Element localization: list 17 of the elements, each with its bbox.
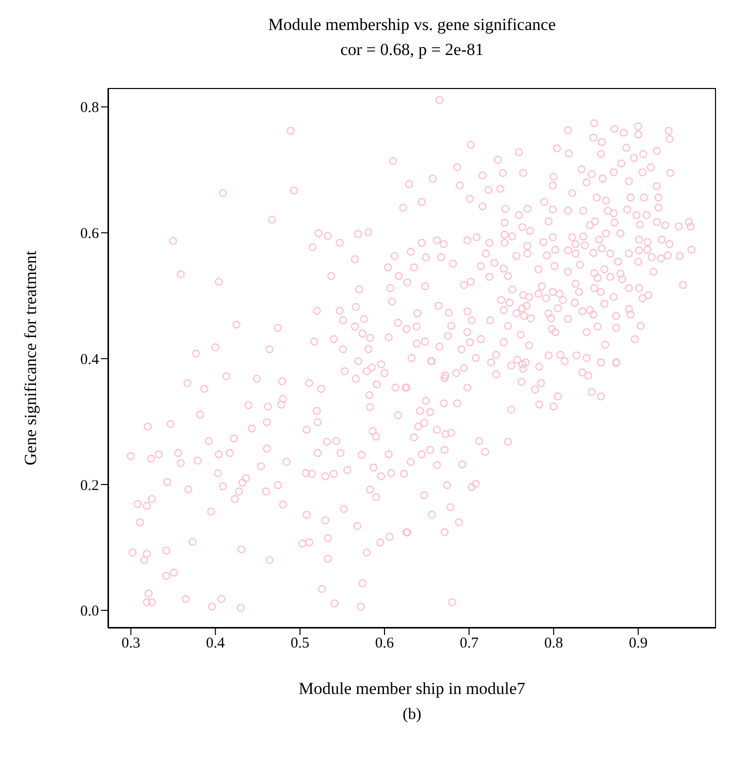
x-tick-label: 0.3 xyxy=(121,636,140,652)
text: (b) xyxy=(402,706,422,724)
x-axis-title: Module member ship in module7 xyxy=(298,679,526,698)
x-tick-label: 0.7 xyxy=(460,636,479,652)
y-tick-label: 0.8 xyxy=(80,100,99,116)
x-tick-label: 0.5 xyxy=(290,636,310,652)
y-axis-title: Gene significance for treatment xyxy=(21,250,40,466)
y-tick-label: 0.0 xyxy=(80,604,99,620)
y-tick-label: 0.4 xyxy=(80,352,100,368)
y-tick-label: 0.6 xyxy=(80,226,100,242)
x-tick-label: 0.6 xyxy=(375,636,394,652)
chart-subtitle: cor = 0.68, p = 2e-81 xyxy=(339,39,485,61)
x-tick-label: 0.9 xyxy=(628,636,648,652)
y-tick-label: 0.2 xyxy=(80,478,99,494)
x-tick-label: 0.8 xyxy=(544,636,564,652)
chart-title: Module membership vs. gene significance xyxy=(267,14,557,36)
x-tick-label: 0.4 xyxy=(206,636,226,652)
